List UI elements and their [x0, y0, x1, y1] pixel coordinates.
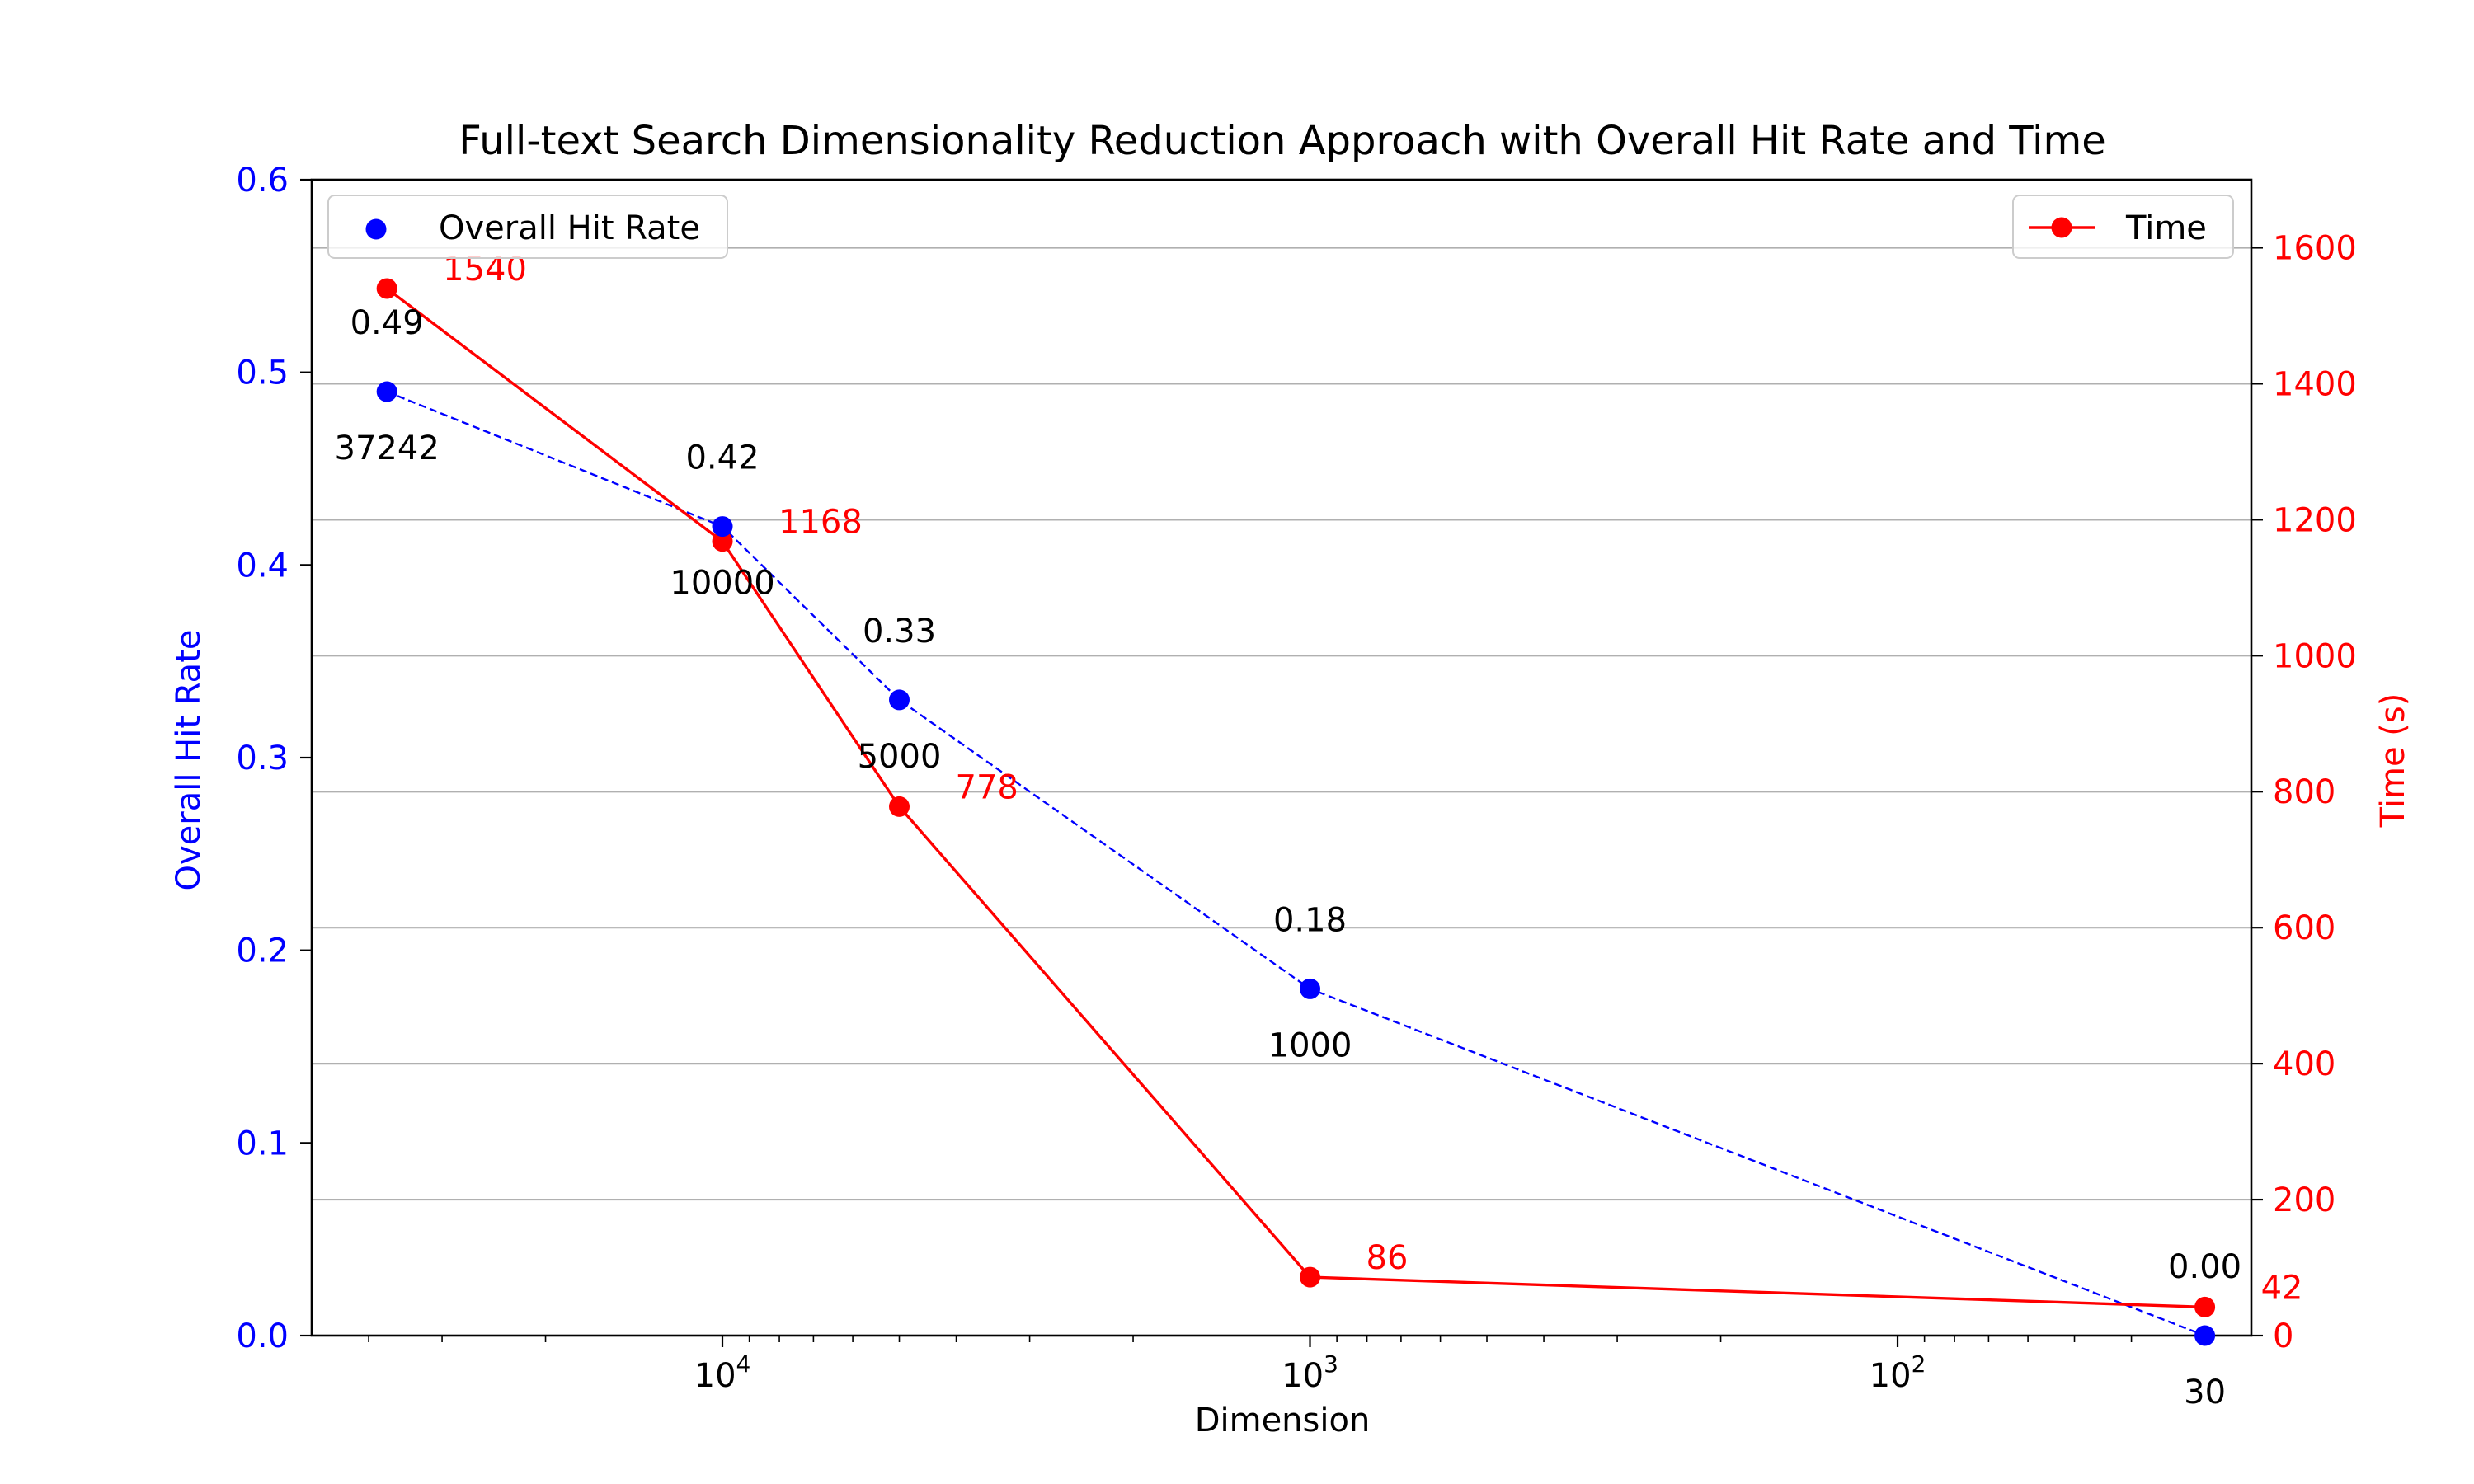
- y2-tick-label: 200: [2273, 1181, 2335, 1219]
- y-tick-label: 0.3: [236, 740, 289, 777]
- y-tick-label: 0.4: [236, 547, 289, 585]
- hit-rate-value-label: 0.49: [350, 304, 424, 342]
- dimension-label: 1000: [1268, 1026, 1352, 1064]
- y2-tick-label: 1400: [2273, 365, 2357, 403]
- dimension-label: 5000: [858, 738, 942, 776]
- x-tick-label: 102: [1870, 1350, 1926, 1395]
- data-labels: 0.49 37242 0.42 10000 0.33 5000 0.18 1000 0.00 30…: [335, 251, 2303, 1411]
- time-point: [2194, 1296, 2216, 1317]
- y2-tick-label: 1600: [2273, 229, 2357, 267]
- legends: Overall Hit Rate Time: [327, 195, 2234, 259]
- y2-tick-label: 0: [2273, 1317, 2293, 1355]
- time-point: [1300, 1266, 1321, 1288]
- y2-tick-label: 1000: [2273, 637, 2357, 675]
- time-value-label: 1168: [778, 504, 863, 542]
- axes: 0.0 0.1 0.2 0.3 0.4 0.5 0.6 0 200 400 600 800 1000 12…: [236, 162, 2356, 1395]
- y2-axis-label: Time (s): [2374, 693, 2412, 829]
- y2-tick-label: 400: [2273, 1045, 2335, 1083]
- hit-rate-value-label: 0.33: [863, 613, 936, 650]
- y2-tick-label: 1200: [2273, 501, 2357, 539]
- dimension-label: 10000: [670, 565, 774, 603]
- time-value-label: 42: [2261, 1269, 2303, 1307]
- time-point: [376, 278, 397, 299]
- y2-tick-label: 800: [2273, 773, 2335, 811]
- y-tick-label: 0.6: [236, 162, 289, 200]
- hit-rate-point: [376, 381, 397, 402]
- hit-rate-point: [712, 516, 733, 538]
- legend-marker-time: [2051, 217, 2072, 238]
- hit-rate-point: [889, 689, 910, 711]
- y-tick-label: 0.2: [236, 932, 289, 970]
- series: [376, 278, 2216, 1346]
- time-point: [712, 531, 733, 552]
- legend-box-time: [2012, 195, 2234, 259]
- hit-rate-point: [1300, 978, 1321, 999]
- hit-rate-value-label: 0.18: [1273, 901, 1347, 939]
- legend-label-hit-rate: Overall Hit Rate: [439, 209, 700, 247]
- time-point: [889, 796, 910, 817]
- hit-rate-point: [2194, 1325, 2216, 1346]
- legend-marker-hit-rate: [365, 218, 387, 240]
- chart-title: Full-text Search Dimensionality Reductio…: [459, 118, 2106, 164]
- legend-box-hit-rate: [327, 195, 728, 259]
- y2-tick-label: 600: [2273, 909, 2335, 947]
- hit-rate-value-label: 0.42: [685, 439, 759, 477]
- time-value-label: 86: [1366, 1239, 1409, 1277]
- y-axis-label: Overall Hit Rate: [170, 630, 208, 891]
- x-tick-label: 103: [1282, 1350, 1338, 1395]
- hit-rate-value-label: 0.00: [2168, 1248, 2241, 1286]
- y-tick-label: 0.5: [236, 355, 289, 392]
- y-tick-label: 0.1: [236, 1125, 289, 1162]
- dimension-label: 30: [2184, 1374, 2226, 1411]
- legend-label-time: Time: [2125, 209, 2207, 247]
- y-tick-label: 0.0: [236, 1317, 289, 1355]
- x-tick-label: 104: [694, 1350, 751, 1395]
- time-value-label: 778: [956, 768, 1018, 806]
- x-axis-label: Dimension: [1195, 1402, 1371, 1439]
- dimension-label: 37242: [335, 430, 440, 467]
